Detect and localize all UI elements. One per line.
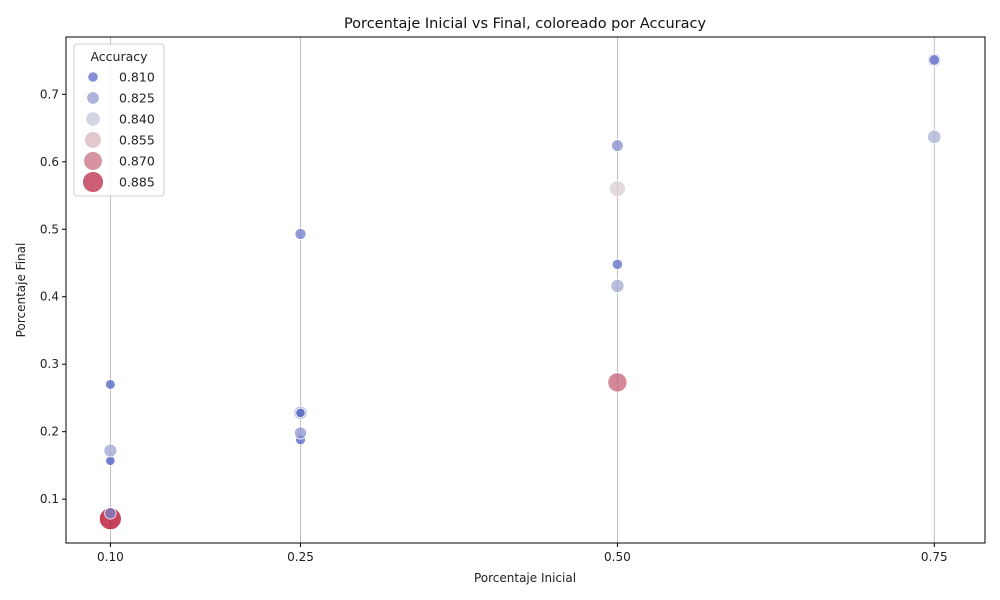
legend-marker [83,151,103,171]
x-tick-label: 0.10 [97,550,124,564]
legend-title: Accuracy [90,49,148,64]
y-tick-label: 0.5 [40,222,59,236]
data-point [611,258,623,270]
data-point [103,443,118,458]
legend-marker [84,131,102,149]
y-tick-label: 0.4 [40,290,59,304]
x-tick-label: 0.25 [287,550,314,564]
data-point [610,278,625,293]
y-tick-label: 0.7 [40,87,59,101]
legend-marker [87,71,99,83]
data-point [104,507,117,520]
legend-label: 0.885 [119,175,155,190]
data-point [927,129,942,144]
x-tick-label: 0.75 [921,550,948,564]
chart-title: Porcentaje Inicial vs Final, coloreado p… [344,16,706,32]
data-point [295,407,306,418]
data-point [609,180,626,198]
data-points [98,52,942,531]
x-axis-label: Porcentaje Inicial [474,571,576,585]
legend-marker [85,111,101,127]
data-point [105,379,116,390]
legend-label: 0.840 [119,112,155,127]
data-point [607,372,628,393]
legend-label: 0.870 [119,154,155,169]
data-point [928,54,941,66]
grid-lines [109,37,935,543]
y-axis-label: Porcentaje Final [14,243,28,338]
y-tick-label: 0.3 [40,357,59,371]
legend: Accuracy 0.810 0.825 0.840 0.855 0.870 0.885 [73,43,165,197]
legend-marker [86,91,100,105]
y-tick-label: 0.1 [40,492,59,506]
x-axis-ticks: 0.10 0.25 0.50 0.75 [97,543,948,564]
legend-label: 0.855 [119,133,155,148]
y-axis-ticks: 0.1 0.2 0.3 0.4 0.5 0.6 0.7 [40,87,66,506]
data-point [294,228,307,240]
y-tick-label: 0.6 [40,155,59,169]
legend-marker [82,171,104,193]
axes [65,36,986,544]
legend-label: 0.810 [119,70,155,85]
plot-frame [65,36,986,544]
data-point [611,139,624,152]
x-tick-label: 0.50 [604,550,631,564]
y-tick-label: 0.2 [40,425,59,439]
data-point [294,426,307,440]
legend-label: 0.825 [119,91,155,106]
